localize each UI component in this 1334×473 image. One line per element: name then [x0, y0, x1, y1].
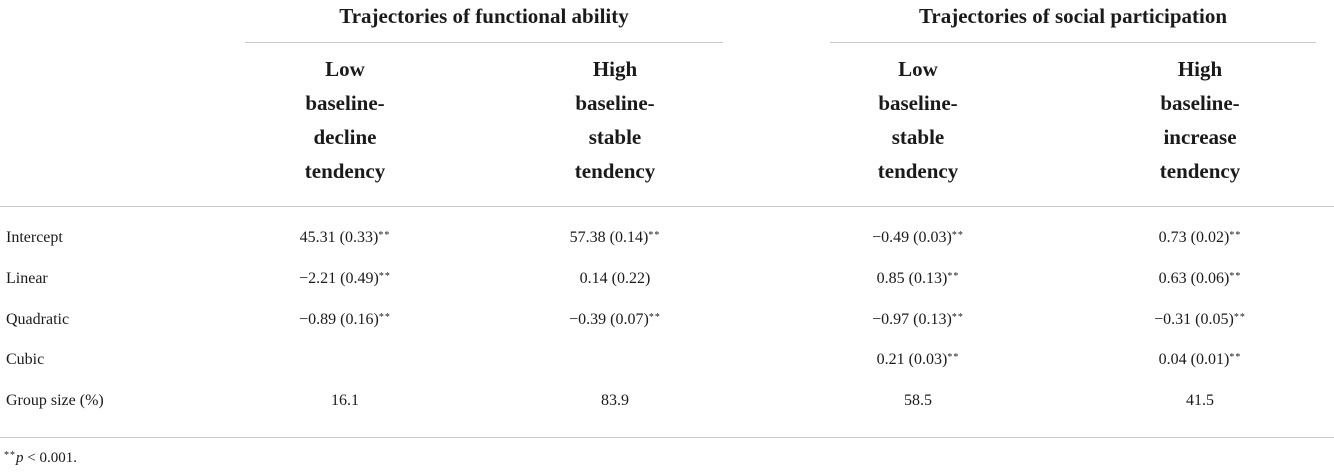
column-header-line: tendency	[877, 159, 959, 183]
column-header-line: tendency	[304, 159, 386, 183]
column-header-line: Low	[898, 57, 938, 81]
row-label-linear: Linear	[6, 270, 48, 287]
group-title-functional-ability: Trajectories of functional ability	[339, 4, 629, 28]
table-cell: 16.1	[331, 392, 359, 409]
table-cell: −0.89 (0.16)**	[299, 311, 391, 328]
table-cell: 0.63 (0.06)**	[1158, 270, 1242, 287]
column-header-line: baseline-	[575, 91, 655, 115]
column-header-line: stable	[891, 125, 945, 149]
footnote-marker: **	[4, 450, 16, 461]
group-title-social-participation: Trajectories of social participation	[918, 4, 1228, 28]
footnote: **p < 0.001.	[4, 450, 77, 467]
row-label-group-size: Group size (%)	[6, 392, 104, 409]
column-header-line: stable	[588, 125, 642, 149]
column-header-line: tendency	[574, 159, 656, 183]
column-header-high-baseline-increase: High baseline- increase tendency	[1100, 52, 1300, 188]
table-cell: 57.38 (0.14)**	[569, 229, 661, 246]
column-header-low-baseline-stable: Low baseline- stable tendency	[818, 52, 1018, 188]
table-cell: −0.39 (0.07)**	[569, 311, 661, 328]
group-underline-social	[830, 42, 1316, 43]
row-label-cubic: Cubic	[6, 351, 45, 368]
table-cell: 0.14 (0.22)	[579, 270, 651, 287]
column-header-line: increase	[1163, 125, 1237, 149]
table-cell: 0.85 (0.13)**	[876, 270, 960, 287]
table-cell: −0.31 (0.05)**	[1154, 311, 1246, 328]
column-header-line: High	[592, 57, 638, 81]
column-header-line: baseline-	[305, 91, 385, 115]
header-rule	[0, 206, 1334, 207]
column-header-line: baseline-	[1160, 91, 1240, 115]
table-cell: 0.04 (0.01)**	[1158, 351, 1242, 368]
table-cell: 45.31 (0.33)**	[299, 229, 391, 246]
footnote-text: < 0.001.	[23, 450, 77, 466]
row-label-intercept: Intercept	[6, 229, 63, 246]
column-header-low-baseline-decline: Low baseline- decline tendency	[245, 52, 445, 188]
column-header-line: Low	[325, 57, 365, 81]
table-cell: 0.21 (0.03)**	[876, 351, 960, 368]
column-header-line: decline	[313, 125, 377, 149]
row-label-quadratic: Quadratic	[6, 311, 70, 328]
column-header-line: baseline-	[878, 91, 958, 115]
column-header-line: High	[1177, 57, 1223, 81]
table-cell: 58.5	[904, 392, 932, 409]
footnote-p: p	[16, 450, 24, 466]
table-cell: 0.73 (0.02)**	[1158, 229, 1242, 246]
group-underline-functional	[245, 42, 723, 43]
table-cell: −0.97 (0.13)**	[872, 311, 964, 328]
column-header-line: tendency	[1159, 159, 1241, 183]
table-cell: −2.21 (0.49)**	[299, 270, 391, 287]
table-cell: −0.49 (0.03)**	[872, 229, 964, 246]
bottom-rule	[0, 437, 1334, 438]
table-cell: 83.9	[601, 392, 629, 409]
column-header-high-baseline-stable: High baseline- stable tendency	[515, 52, 715, 188]
table-cell: 41.5	[1186, 392, 1214, 409]
